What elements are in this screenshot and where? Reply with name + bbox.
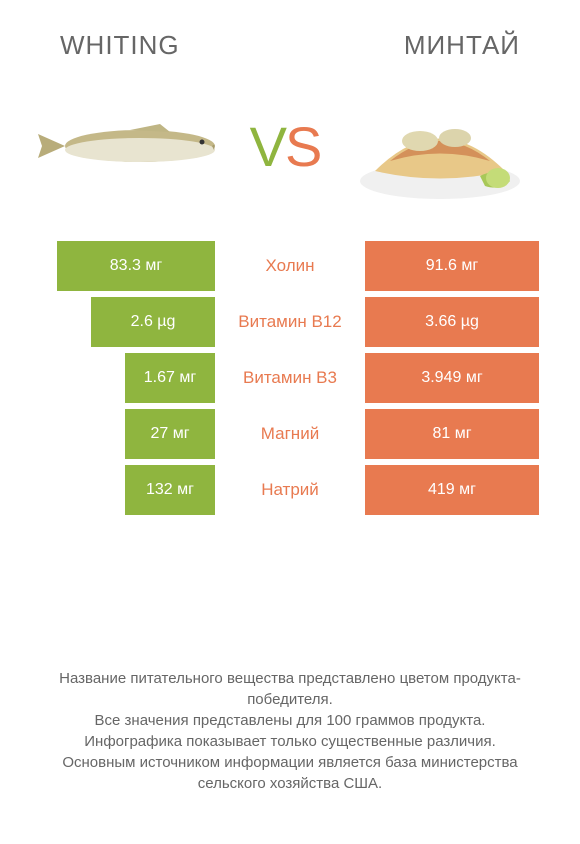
right-bar-cell: 3.949 мг: [365, 353, 540, 403]
nutrient-label: Натрий: [215, 465, 365, 515]
header: WHITING МИНТАЙ: [0, 0, 580, 61]
left-bar-cell: 2.6 µg: [40, 297, 215, 347]
left-bar: 2.6 µg: [91, 297, 215, 347]
table-row: 27 мгМагний81 мг: [40, 409, 540, 459]
footer-line: Основным источником информации является …: [30, 752, 550, 794]
right-bar: 419 мг: [365, 465, 539, 515]
left-bar: 27 мг: [125, 409, 215, 459]
vs-v: V: [250, 115, 285, 178]
table-row: 2.6 µgВитамин B123.66 µg: [40, 297, 540, 347]
vs-s: S: [285, 115, 320, 178]
right-product-image: [340, 86, 540, 206]
nutrient-label: Витамин B3: [215, 353, 365, 403]
nutrient-label: Холин: [215, 241, 365, 291]
right-bar: 3.66 µg: [365, 297, 539, 347]
left-product-title: WHITING: [60, 30, 180, 61]
comparison-table: 83.3 мгХолин91.6 мг 2.6 µgВитамин B123.66…: [0, 241, 580, 515]
left-bar: 1.67 мг: [125, 353, 215, 403]
left-bar-cell: 83.3 мг: [40, 241, 215, 291]
left-bar: 83.3 мг: [57, 241, 215, 291]
right-bar: 81 мг: [365, 409, 539, 459]
right-bar-cell: 81 мг: [365, 409, 540, 459]
nutrient-label: Магний: [215, 409, 365, 459]
vs-label: VS: [250, 114, 321, 179]
right-bar: 91.6 мг: [365, 241, 539, 291]
left-bar-cell: 27 мг: [40, 409, 215, 459]
left-product-image: [30, 86, 230, 206]
table-row: 83.3 мгХолин91.6 мг: [40, 241, 540, 291]
left-bar-cell: 132 мг: [40, 465, 215, 515]
left-bar: 132 мг: [125, 465, 215, 515]
footer-line: Название питательного вещества представл…: [30, 668, 550, 710]
taco-icon: [350, 86, 530, 206]
nutrient-label: Витамин B12: [215, 297, 365, 347]
table-row: 1.67 мгВитамин B33.949 мг: [40, 353, 540, 403]
images-row: VS: [0, 61, 580, 241]
footer-line: Инфографика показывает только существенн…: [30, 731, 550, 752]
table-row: 132 мгНатрий419 мг: [40, 465, 540, 515]
right-bar: 3.949 мг: [365, 353, 539, 403]
right-bar-cell: 419 мг: [365, 465, 540, 515]
left-bar-cell: 1.67 мг: [40, 353, 215, 403]
footer-notes: Название питательного вещества представл…: [0, 668, 580, 794]
right-product-title: МИНТАЙ: [404, 30, 520, 61]
fish-icon: [30, 116, 230, 176]
right-bar-cell: 91.6 мг: [365, 241, 540, 291]
footer-line: Все значения представлены для 100 граммо…: [30, 710, 550, 731]
right-bar-cell: 3.66 µg: [365, 297, 540, 347]
